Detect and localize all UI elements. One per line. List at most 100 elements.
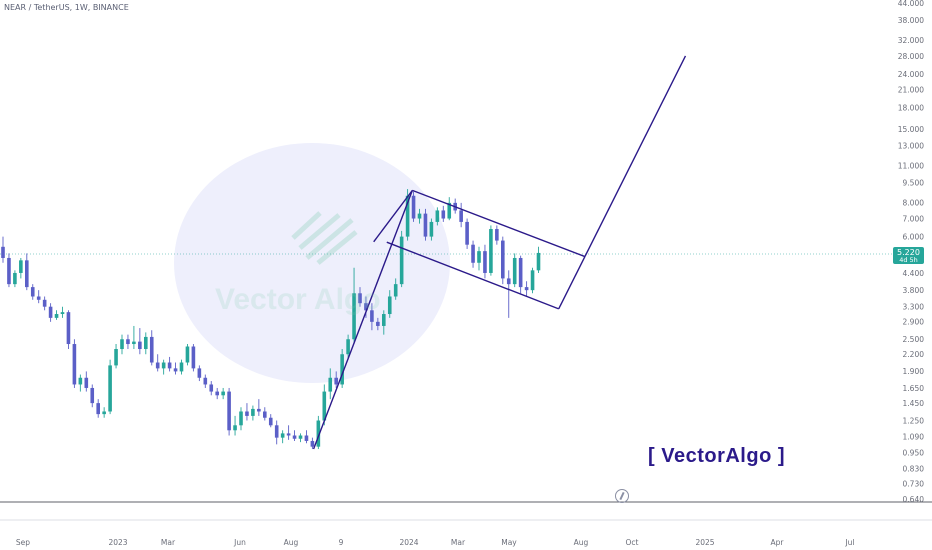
candle-body [25,260,29,288]
candle-body [489,229,493,273]
y-tick-label: 3.800 [903,286,925,295]
x-tick-label: Oct [626,538,639,547]
candle-body [36,296,41,300]
watermark-logo [291,211,358,265]
candle-body [102,411,106,415]
tradingview-logo-icon[interactable] [615,489,629,503]
candle-body [126,339,130,345]
candle-body [447,202,452,219]
candle-body [536,252,541,271]
candle-body [334,377,338,385]
candle-body [138,341,142,350]
candle-body [203,377,208,385]
candle-body [60,312,65,315]
x-tick-label: Sep [16,538,30,547]
x-tick-label: 2023 [108,538,127,547]
candle-body [483,251,487,273]
candle-body [501,240,505,279]
current-price-tag: 5.220 4d 5h [893,247,924,264]
candle-body [358,293,362,304]
candle-body [245,411,249,416]
watermark-text: Vector Algo [215,283,381,316]
y-tick-label: 21.000 [898,86,924,95]
candle-body [149,336,154,363]
trendline-flag-upper [412,189,586,258]
candle-body [120,339,124,350]
candle-body [322,391,327,421]
y-tick-label: 0.950 [903,448,925,457]
y-tick-label: 7.000 [903,214,925,223]
candle-body [96,403,100,415]
y-tick-label: 1.900 [903,367,925,376]
candle-body [7,257,11,285]
trendline-rally-base [373,189,413,243]
candle-body [257,408,261,412]
candle-body [114,349,118,366]
candle-body [108,365,112,412]
candle-body [280,433,285,438]
candle-body [477,251,481,263]
y-tick-label: 28.000 [898,52,924,61]
candle-body [197,368,202,378]
candle-body [512,257,517,285]
y-tick-label: 0.730 [903,479,925,488]
y-tick-label: 4.400 [903,269,925,278]
candle-body [30,287,35,297]
candle-body [268,417,273,426]
y-tick-label: 3.300 [903,302,925,311]
trendline-flag-lower [386,241,559,310]
x-tick-label: 9 [339,538,344,547]
candle-body [185,346,190,363]
symbol-title[interactable]: NEAR / TetherUS, 1W, BINANCE [4,3,129,12]
candle-body [417,213,422,219]
candle-body [161,362,166,369]
candle-body [298,435,303,439]
candle-body [310,440,315,447]
brand-label: [ VectorAlgo ] [648,445,786,467]
candle-body [382,314,386,326]
y-tick-label: 1.450 [903,399,925,408]
candle-body [304,435,309,441]
y-tick-label: 24.000 [898,70,924,79]
y-tick-label: 6.000 [903,232,925,241]
y-tick-label: 8.000 [903,199,925,208]
candle-body [292,435,297,439]
candle-body [274,425,279,438]
candle-body [495,229,499,241]
x-tick-label: Jun [233,538,246,547]
x-tick-label: 2024 [399,538,418,547]
candle-body [251,408,255,416]
candle-body [78,377,83,385]
candle-body [215,391,219,396]
candle-body [227,391,231,431]
candle-body [370,310,374,322]
candle-body [435,210,440,222]
trendline-flag-right [558,256,586,310]
candle-body [173,368,178,372]
candle-body [411,195,416,219]
candle-body [155,362,160,369]
trendline-projection [584,55,687,257]
x-tick-label: Apr [771,538,785,547]
y-tick-label: 18.000 [898,104,924,113]
y-tick-label: 1.650 [903,384,925,393]
candle-body [316,420,321,447]
candle-body [54,314,59,318]
candle-body [346,339,350,355]
candle-body [429,221,434,237]
candle-body [393,284,398,297]
candle-body [42,299,47,307]
candle-body [364,303,368,311]
y-tick-label: 15.000 [898,125,924,134]
x-tick-label: Aug [574,538,589,547]
candle-body [233,425,237,431]
candle-body [459,210,463,222]
candle-body [471,244,475,263]
bar-countdown-label: 4d 5h [899,256,918,264]
candle-body [90,387,95,404]
candle-body [530,270,535,291]
trendline-rally-trend [312,190,414,450]
current-price-label: 5.220 [897,248,920,257]
candle-body [441,210,446,219]
